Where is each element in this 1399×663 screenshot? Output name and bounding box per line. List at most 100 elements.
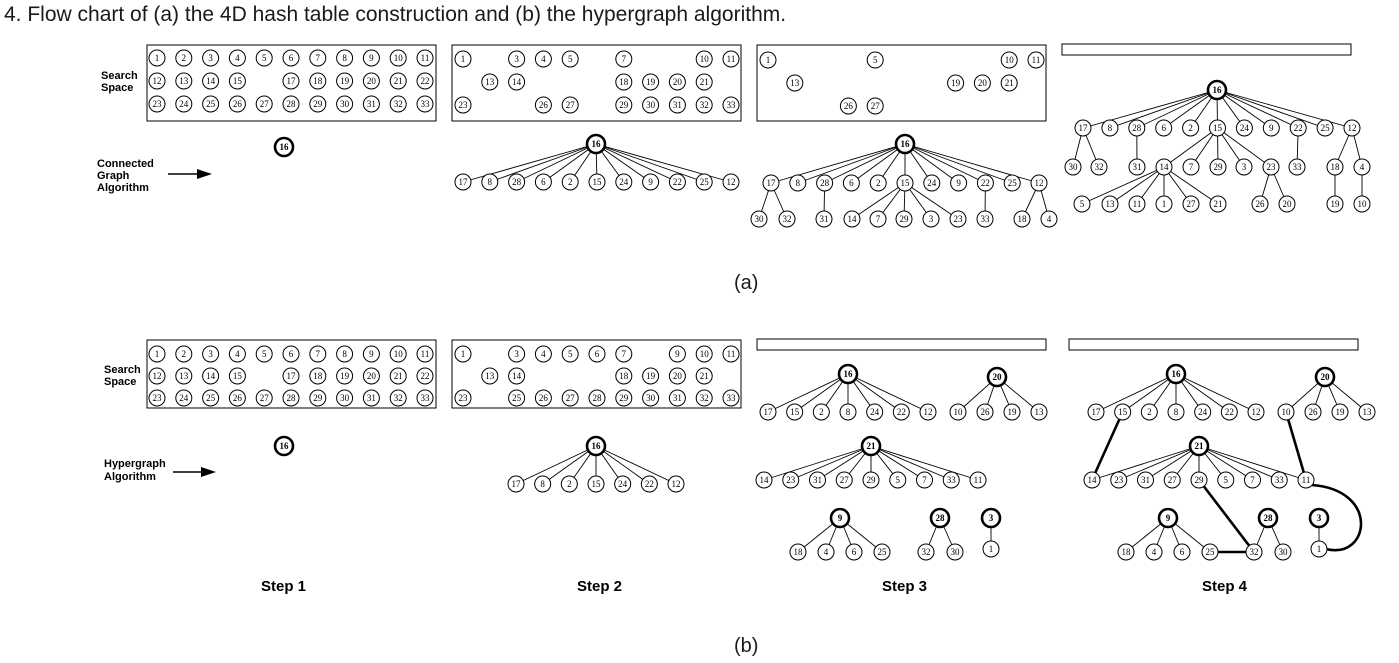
a-s1-node-7: 7 <box>309 49 327 67</box>
svg-text:16: 16 <box>1213 85 1223 95</box>
b-s4-t2-node-7: 7 <box>1244 471 1261 489</box>
svg-text:20: 20 <box>1283 199 1293 209</box>
b-s2-node-19: 19 <box>642 367 660 385</box>
svg-text:1: 1 <box>155 53 160 63</box>
a-s2-node-18: 18 <box>615 73 633 91</box>
svg-text:29: 29 <box>1214 162 1224 172</box>
search-space-box-b-step4 <box>1068 338 1359 351</box>
a-s4-node-29: 29 <box>1209 158 1227 176</box>
a-s1-node-6: 6 <box>282 49 300 67</box>
b-s4-t0-node-17: 17 <box>1087 403 1105 421</box>
b-s3-t2-edge-21-11 <box>870 445 979 481</box>
b-s3-t0-edge-16-15 <box>794 373 849 413</box>
algorithm-label-a-line2: Graph <box>97 170 130 182</box>
b-s3-t2-node-27: 27 <box>835 471 853 489</box>
svg-text:12: 12 <box>924 407 933 417</box>
b-s4-t1-node-26: 26 <box>1304 403 1322 421</box>
b-s4-t1-root-20: 20 <box>1314 366 1336 388</box>
svg-text:17: 17 <box>1079 123 1089 133</box>
b-s2-node-15: 15 <box>587 475 605 493</box>
svg-text:8: 8 <box>1174 407 1179 417</box>
a-s1-node-5: 5 <box>255 49 273 67</box>
svg-text:26: 26 <box>539 393 549 403</box>
svg-text:2: 2 <box>182 349 187 359</box>
a-s4-edge-16-22 <box>1216 89 1299 129</box>
svg-text:25: 25 <box>206 393 216 403</box>
svg-text:17: 17 <box>1092 407 1102 417</box>
a-s2-node-4: 4 <box>534 50 552 68</box>
svg-text:2: 2 <box>819 407 824 417</box>
a-s2-node-13: 13 <box>481 73 499 91</box>
b-s2-node-14: 14 <box>508 367 526 385</box>
svg-text:10: 10 <box>394 349 404 359</box>
b-s1-node-6: 6 <box>282 345 300 363</box>
svg-text:22: 22 <box>897 407 906 417</box>
svg-text:15: 15 <box>901 178 911 188</box>
svg-text:22: 22 <box>421 76 430 86</box>
b-s4-t3-root-9: 9 <box>1157 507 1179 529</box>
svg-text:1: 1 <box>461 54 466 64</box>
b-s2-node-25: 25 <box>508 389 526 407</box>
svg-text:17: 17 <box>287 371 297 381</box>
svg-text:17: 17 <box>459 177 469 187</box>
a-s1-node-25: 25 <box>202 95 220 113</box>
a-s1-node-19: 19 <box>336 72 354 90</box>
a-s4-edge-16-8 <box>1109 89 1218 129</box>
a-s2-node-22: 22 <box>668 173 686 191</box>
b-s2-node-2: 2 <box>560 475 578 493</box>
a-s3-edge-16-12 <box>904 143 1040 184</box>
svg-text:13: 13 <box>179 76 189 86</box>
svg-text:11: 11 <box>727 54 736 64</box>
b-s3-t2-edge-21-7 <box>870 445 925 481</box>
svg-text:3: 3 <box>1317 513 1322 523</box>
svg-text:2: 2 <box>182 53 187 63</box>
b-s4-t5-root-3: 3 <box>1308 507 1330 529</box>
b-s1-node-23: 23 <box>148 389 166 407</box>
b-s3-t0-node-15: 15 <box>786 403 804 421</box>
svg-text:20: 20 <box>1321 372 1331 382</box>
svg-text:31: 31 <box>813 475 822 485</box>
svg-text:14: 14 <box>206 76 216 86</box>
b-s1-node-9: 9 <box>362 345 380 363</box>
b-s3-t0-node-12: 12 <box>919 403 937 421</box>
svg-text:28: 28 <box>287 393 297 403</box>
svg-text:19: 19 <box>646 371 656 381</box>
b-s4-t2-edge-21-7 <box>1198 445 1253 481</box>
svg-text:13: 13 <box>1363 407 1373 417</box>
svg-text:7: 7 <box>876 214 881 224</box>
svg-text:25: 25 <box>700 177 710 187</box>
a-s1-node-8: 8 <box>336 49 354 67</box>
svg-text:14: 14 <box>1160 162 1170 172</box>
svg-text:26: 26 <box>233 99 243 109</box>
a-s3-edge-16-9 <box>904 143 959 184</box>
svg-text:17: 17 <box>287 76 297 86</box>
b-s1-node-27: 27 <box>255 389 273 407</box>
a-s3-node-13: 13 <box>786 74 804 92</box>
b-s2-edge-16-17 <box>515 445 597 485</box>
b-s3-t0-root-16: 16 <box>837 363 859 385</box>
svg-text:31: 31 <box>1133 162 1142 172</box>
a-s2-node-30: 30 <box>642 96 660 114</box>
a-s4-node-19: 19 <box>1326 195 1344 213</box>
b-s4-hyperlink-10-11 <box>1284 411 1308 481</box>
a-s2-node-25: 25 <box>695 173 713 191</box>
a-s2-node-31: 31 <box>668 96 686 114</box>
a-s3-node-2: 2 <box>869 174 887 192</box>
figure-caption: 4. Flow chart of (a) the 4D hash table c… <box>4 3 786 26</box>
b-s1-node-20: 20 <box>362 367 380 385</box>
svg-text:21: 21 <box>1005 78 1014 88</box>
b-s2-node-27: 27 <box>561 389 579 407</box>
b-s2-node-13: 13 <box>481 367 499 385</box>
b-s3-t0-node-8: 8 <box>839 403 857 421</box>
svg-text:27: 27 <box>1187 199 1197 209</box>
b-s2-node-17: 17 <box>507 475 525 493</box>
svg-text:5: 5 <box>568 54 573 64</box>
svg-text:32: 32 <box>394 393 403 403</box>
svg-text:10: 10 <box>1005 55 1015 65</box>
svg-text:8: 8 <box>342 349 347 359</box>
b-s3-t2-node-23: 23 <box>782 471 800 489</box>
a-s1-node-11: 11 <box>416 49 434 67</box>
svg-text:23: 23 <box>153 393 163 403</box>
svg-text:30: 30 <box>755 214 765 224</box>
